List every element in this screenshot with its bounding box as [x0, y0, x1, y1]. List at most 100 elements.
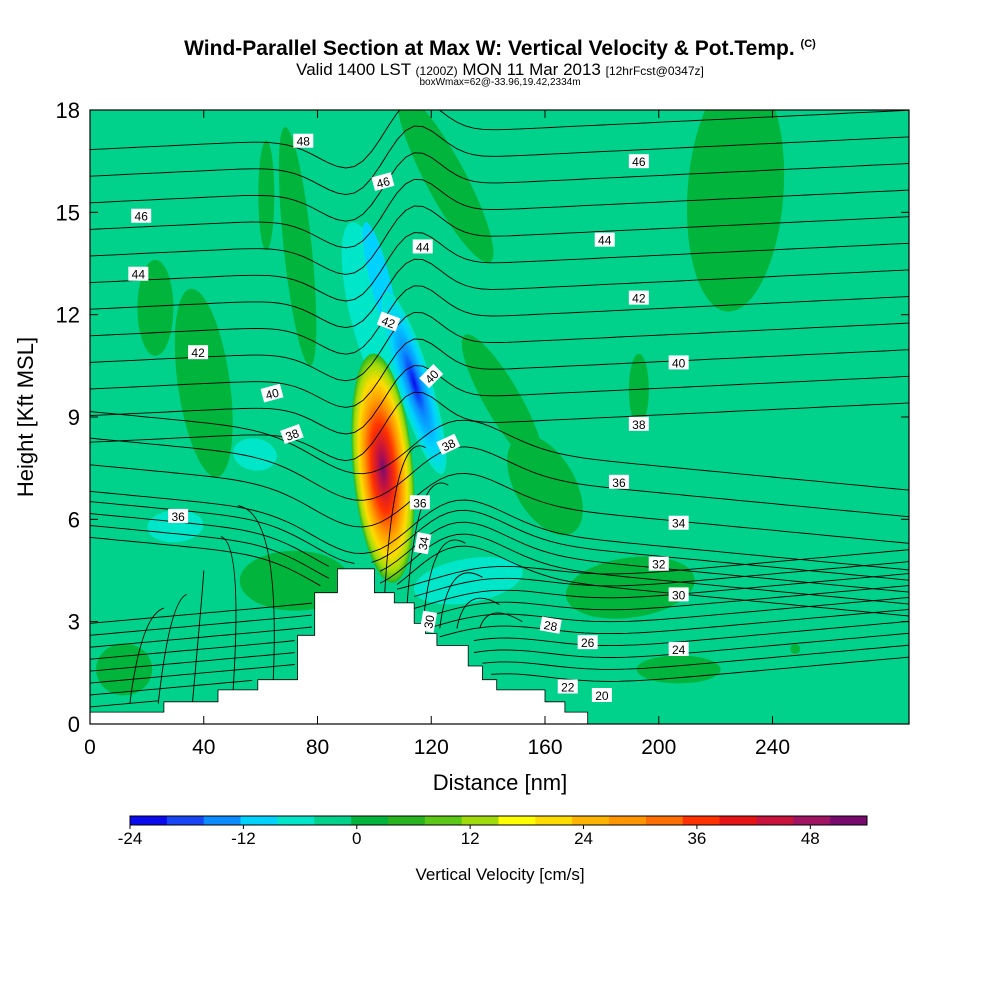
chart-title: Wind-Parallel Section at Max W: Vertical… [184, 37, 816, 60]
theta-contour-35 [90, 464, 909, 544]
w-field-patch-8 [636, 655, 721, 684]
theta-contour-33 [90, 501, 909, 581]
theta-label-bg-2 [131, 208, 152, 223]
theta-label-25: 26 [577, 635, 598, 650]
theta-label-bg-6 [594, 232, 615, 247]
theta-label-6: 44 [594, 232, 615, 248]
theta-contour-26 [90, 585, 909, 660]
theta-label-22: 30 [419, 610, 438, 633]
theta-contour-48 [90, 125, 909, 196]
theta-label-bg-13 [280, 424, 304, 445]
colorbar-swatch-2 [203, 816, 242, 825]
theta-label-text-4: 44 [416, 240, 430, 254]
w-field-patch-4 [397, 110, 494, 263]
theta-label-bg-19 [414, 532, 432, 555]
theta-contour-32 [90, 513, 909, 593]
theta-contour-29 [90, 549, 909, 624]
theta-label-text-2: 46 [135, 210, 149, 224]
theta-contour-34 [90, 490, 909, 571]
theta-label-4: 44 [412, 239, 433, 254]
colorbar-swatch-17 [756, 816, 794, 825]
x-tick-label-0: 0 [84, 736, 96, 759]
theta-label-15: 38 [628, 416, 649, 432]
terrain-profile [90, 568, 589, 724]
theta-contour-25 [90, 596, 909, 672]
theta-label-bg-22 [419, 610, 438, 633]
theta-label-12: 40 [668, 355, 689, 370]
wave-contour-right-1 [405, 482, 449, 629]
theta-label-bg-8 [188, 345, 209, 360]
wave-contour-right-0 [382, 445, 426, 629]
theta-label-bg-12 [668, 355, 689, 370]
x-axis-label: Distance [nm] [433, 770, 568, 795]
colorbar-swatch-16 [719, 816, 757, 825]
downdraft-core [382, 291, 447, 474]
theta-label-text-28: 20 [595, 689, 609, 703]
theta-label-text-13: 38 [284, 426, 302, 444]
theta-label-bg-20 [668, 515, 689, 530]
theta-label-bg-24 [539, 616, 562, 634]
colorbar-swatch-7 [387, 816, 426, 825]
y-tick-label-3: 9 [68, 405, 80, 430]
theta-label-17: 36 [409, 495, 430, 510]
colorbar-tick-label-6: 48 [801, 829, 820, 848]
theta-label-27: 22 [557, 679, 578, 694]
theta-label-20: 34 [668, 515, 689, 531]
theta-label-14: 38 [436, 433, 461, 455]
theta-label-bg-1 [371, 172, 395, 191]
theta-label-bg-9 [628, 290, 649, 305]
theta-label-bg-26 [668, 641, 689, 656]
theta-label-bg-23 [668, 587, 689, 602]
colorbar-swatch-8 [424, 816, 463, 825]
wave-contour-right-2 [422, 539, 466, 629]
colorbar-swatch-19 [830, 816, 868, 825]
theta-label-text-25: 26 [581, 636, 595, 650]
theta-contour-40 [90, 338, 909, 408]
theta-label-text-15: 38 [632, 418, 646, 432]
theta-label-19: 34 [414, 532, 432, 555]
wave-contour-left-3 [220, 535, 237, 704]
theta-label-bg-11 [419, 364, 444, 389]
w-field-patch-5 [461, 334, 543, 466]
wave-contour-right-3 [439, 572, 483, 629]
colorbar-swatch-15 [682, 816, 721, 825]
wave-contour-left-0 [129, 607, 165, 704]
theta-label-text-16: 36 [171, 510, 185, 524]
theta-label-text-1: 46 [375, 174, 392, 191]
y-tick-label-6: 18 [56, 98, 80, 123]
colorbar-tick-label-4: 24 [574, 829, 593, 848]
colorbar-swatch-3 [240, 816, 278, 825]
w-field-patch-14 [147, 510, 204, 543]
theta-contour-20 [490, 656, 909, 682]
theta-label-bg-4 [412, 239, 433, 254]
theta-label-text-14: 38 [440, 436, 458, 454]
w-field-patch-17 [413, 557, 523, 605]
theta-label-bg-15 [628, 416, 649, 431]
theta-contour-22 [90, 632, 909, 708]
chart-subtitle: Valid 1400 LST (1200Z) MON 11 Mar 2013 [… [296, 60, 704, 79]
theta-label-bg-18 [608, 474, 629, 489]
w-field-patch-9 [686, 110, 785, 312]
theta-contour-39 [90, 365, 909, 435]
w-field-patch-7 [565, 556, 695, 619]
y-tick-label-2: 6 [68, 507, 80, 532]
colorbar-tick-label-0: -24 [118, 829, 143, 848]
theta-label-text-10: 40 [264, 386, 281, 403]
theta-label-24: 28 [539, 616, 562, 634]
colorbar-swatch-9 [461, 816, 499, 825]
theta-contour-23 [90, 620, 909, 696]
theta-label-bg-14 [436, 433, 461, 455]
x-tick-label-5: 200 [641, 736, 676, 759]
x-tick-label-4: 160 [527, 736, 562, 759]
w-field-patch-0 [174, 288, 233, 478]
theta-label-0: 48 [293, 133, 314, 149]
y-tick-label-1: 3 [68, 610, 80, 635]
theta-label-13: 38 [280, 424, 304, 445]
x-tick-label-6: 240 [755, 736, 790, 759]
theta-label-bg-16 [168, 508, 189, 523]
theta-contour-21 [482, 644, 909, 670]
theta-contour-30 [90, 536, 909, 617]
colorbar-swatch-4 [277, 816, 315, 825]
y-axis-label: Height [Kft MSL] [13, 337, 38, 497]
x-tick-label-3: 120 [414, 736, 449, 759]
